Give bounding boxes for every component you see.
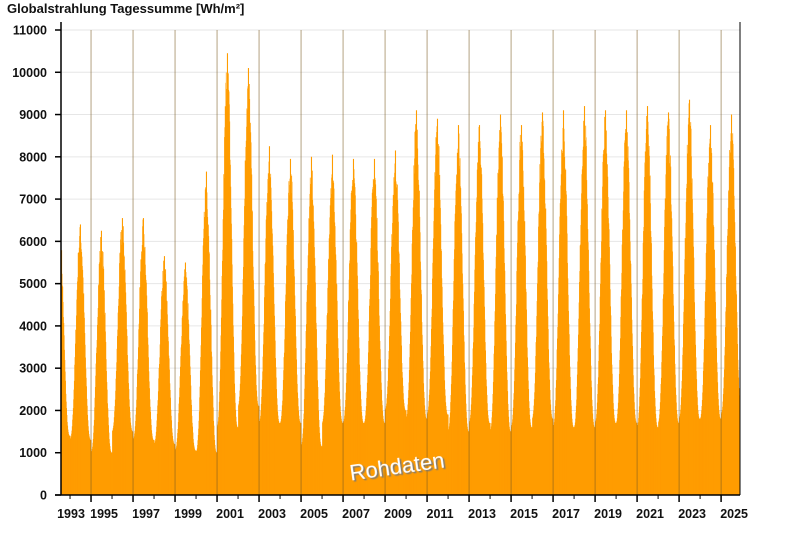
x-tick-label: 2007 — [342, 507, 370, 521]
x-tick-label: 1999 — [174, 507, 202, 521]
y-tick-label: 0 — [40, 489, 47, 503]
x-tick-label: 2015 — [510, 507, 538, 521]
y-tick-label: 10000 — [12, 66, 47, 80]
x-tick-label: 1993 — [57, 507, 85, 521]
y-tick-label: 11000 — [13, 24, 47, 38]
y-tick-label: 2000 — [19, 404, 47, 418]
x-tick-label: 2017 — [552, 507, 580, 521]
x-tick-label: 1997 — [132, 507, 160, 521]
x-tick-label: 2005 — [300, 507, 328, 521]
x-tick-label: 2025 — [720, 507, 748, 521]
x-tick-label: 2023 — [678, 507, 706, 521]
y-tick-label: 4000 — [19, 319, 47, 333]
y-tick-label: 1000 — [19, 446, 47, 460]
x-tick-label: 1995 — [90, 507, 118, 521]
x-tick-label: 2003 — [258, 507, 286, 521]
x-tick-label: 2021 — [636, 507, 664, 521]
y-tick-label: 8000 — [19, 150, 47, 164]
y-tick-label: 3000 — [19, 362, 47, 376]
chart-title: Globalstrahlung Tagessumme [Wh/m²] — [7, 1, 245, 16]
x-tick-label: 2009 — [384, 507, 412, 521]
y-tick-label: 5000 — [19, 277, 47, 291]
y-tick-label: 7000 — [19, 193, 47, 207]
y-tick-label: 6000 — [19, 235, 47, 249]
y-tick-label: 9000 — [19, 108, 47, 122]
x-tick-label: 2011 — [427, 507, 454, 521]
x-tick-label: 2013 — [468, 507, 496, 521]
x-tick-label: 2019 — [594, 507, 622, 521]
x-tick-label: 2001 — [216, 507, 244, 521]
